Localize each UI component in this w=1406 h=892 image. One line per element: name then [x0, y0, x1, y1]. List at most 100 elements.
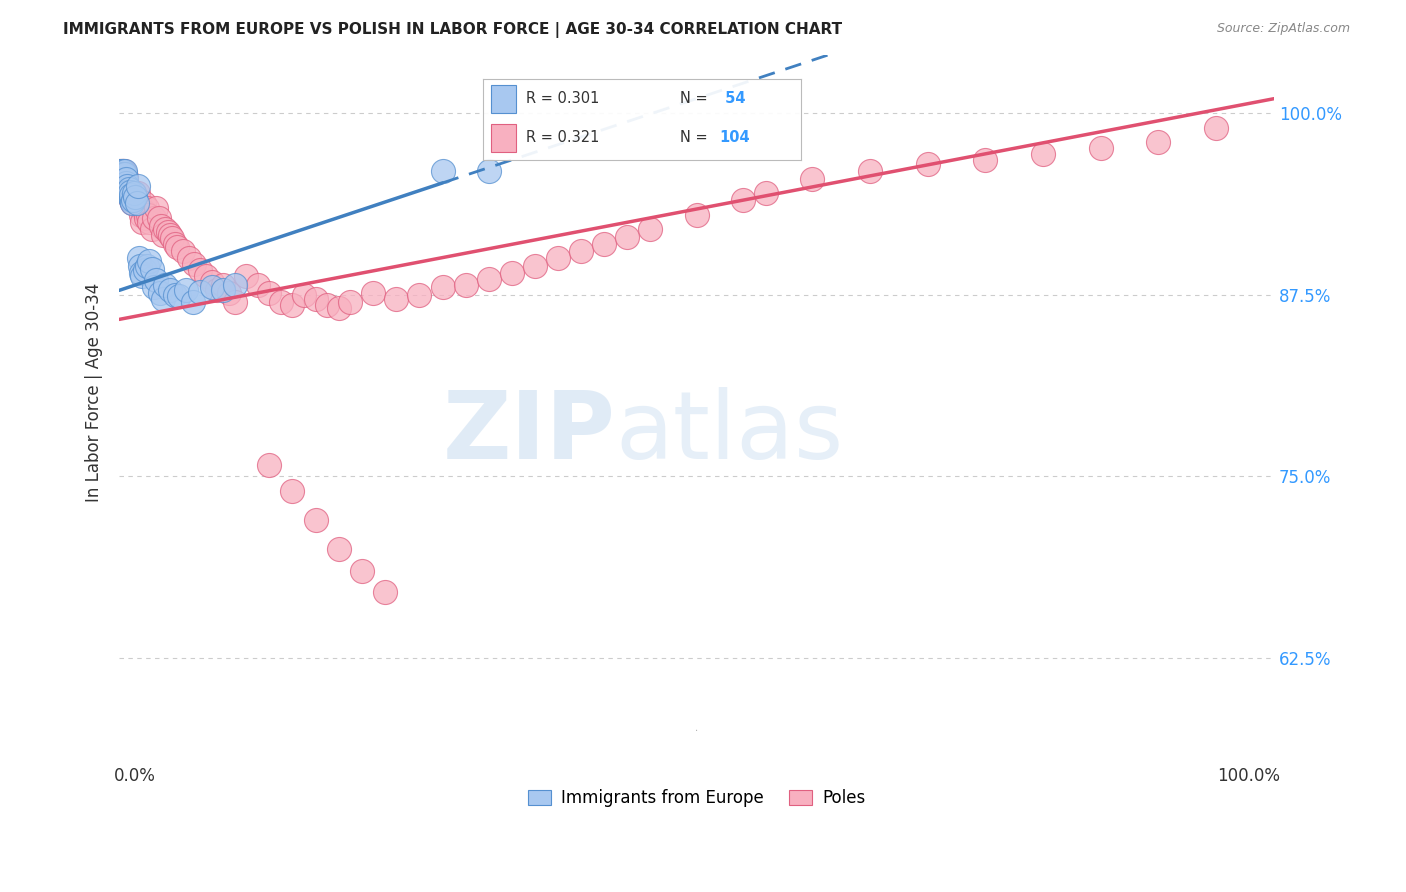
Point — [212, 283, 235, 297]
Point — [124, 194, 146, 208]
Point — [138, 254, 160, 268]
Point — [111, 171, 134, 186]
Point — [120, 187, 142, 202]
Point — [145, 201, 167, 215]
Y-axis label: In Labor Force | Age 30-34: In Labor Force | Age 30-34 — [86, 283, 103, 502]
Point — [224, 277, 246, 292]
Point — [117, 187, 139, 202]
Point — [141, 222, 163, 236]
Point — [118, 185, 141, 199]
Point — [163, 287, 186, 301]
Point — [374, 585, 396, 599]
Point — [129, 266, 152, 280]
Point — [136, 208, 159, 222]
Point — [385, 292, 408, 306]
Point — [136, 259, 159, 273]
Point — [129, 259, 152, 273]
Point — [177, 252, 200, 266]
Point — [155, 222, 177, 236]
Point — [118, 185, 141, 199]
Point — [110, 167, 132, 181]
Point — [1147, 135, 1170, 149]
Point — [125, 196, 148, 211]
Point — [124, 190, 146, 204]
Point — [281, 483, 304, 498]
Point — [121, 196, 143, 211]
Point — [111, 167, 134, 181]
Point — [201, 280, 224, 294]
Point — [149, 219, 172, 234]
Point — [212, 277, 235, 292]
Point — [115, 176, 138, 190]
Point — [731, 194, 754, 208]
Point — [129, 208, 152, 222]
Point — [110, 171, 132, 186]
Point — [169, 289, 191, 303]
Point — [110, 164, 132, 178]
Point — [1090, 141, 1112, 155]
Point — [593, 236, 616, 251]
Point — [110, 164, 132, 178]
Point — [128, 252, 150, 266]
Point — [207, 283, 229, 297]
Point — [112, 167, 135, 181]
Point — [112, 176, 135, 190]
Point — [183, 257, 205, 271]
Point — [350, 564, 373, 578]
Point — [188, 263, 211, 277]
Point — [122, 190, 145, 204]
Text: Source: ZipAtlas.com: Source: ZipAtlas.com — [1216, 22, 1350, 36]
Point — [640, 222, 662, 236]
Point — [801, 171, 824, 186]
Point — [111, 164, 134, 178]
Point — [114, 167, 136, 181]
Point — [159, 228, 181, 243]
Point — [122, 194, 145, 208]
Text: atlas: atlas — [616, 387, 844, 479]
Point — [127, 186, 149, 200]
Point — [117, 182, 139, 196]
Point — [316, 298, 339, 312]
Point — [685, 208, 707, 222]
Point — [569, 244, 592, 259]
Point — [917, 157, 939, 171]
Point — [194, 268, 217, 283]
Point — [501, 266, 523, 280]
Point — [128, 194, 150, 208]
Point — [292, 287, 315, 301]
Point — [1205, 120, 1227, 135]
Point — [259, 458, 281, 472]
Point — [478, 271, 501, 285]
Point — [328, 301, 350, 315]
Point — [172, 244, 194, 259]
Point — [129, 201, 152, 215]
Point — [115, 176, 138, 190]
Point — [259, 286, 281, 301]
Text: 0.0%: 0.0% — [114, 767, 156, 785]
Point — [141, 261, 163, 276]
Point — [112, 169, 135, 183]
Point — [131, 215, 153, 229]
Point — [142, 280, 165, 294]
Point — [523, 259, 546, 273]
Point — [117, 185, 139, 199]
Point — [115, 182, 138, 196]
Point — [114, 173, 136, 187]
Text: IMMIGRANTS FROM EUROPE VS POLISH IN LABOR FORCE | AGE 30-34 CORRELATION CHART: IMMIGRANTS FROM EUROPE VS POLISH IN LABO… — [63, 22, 842, 38]
Point — [117, 178, 139, 193]
Point — [152, 292, 174, 306]
Point — [142, 211, 165, 225]
Point — [432, 280, 454, 294]
Point — [181, 295, 204, 310]
Point — [110, 167, 132, 181]
Point — [155, 277, 177, 292]
Point — [117, 182, 139, 196]
Point — [859, 164, 882, 178]
Point — [138, 215, 160, 229]
Point — [163, 236, 186, 251]
Point — [218, 286, 240, 301]
Point — [111, 171, 134, 186]
Point — [124, 186, 146, 200]
Point — [120, 187, 142, 202]
Point — [304, 292, 326, 306]
